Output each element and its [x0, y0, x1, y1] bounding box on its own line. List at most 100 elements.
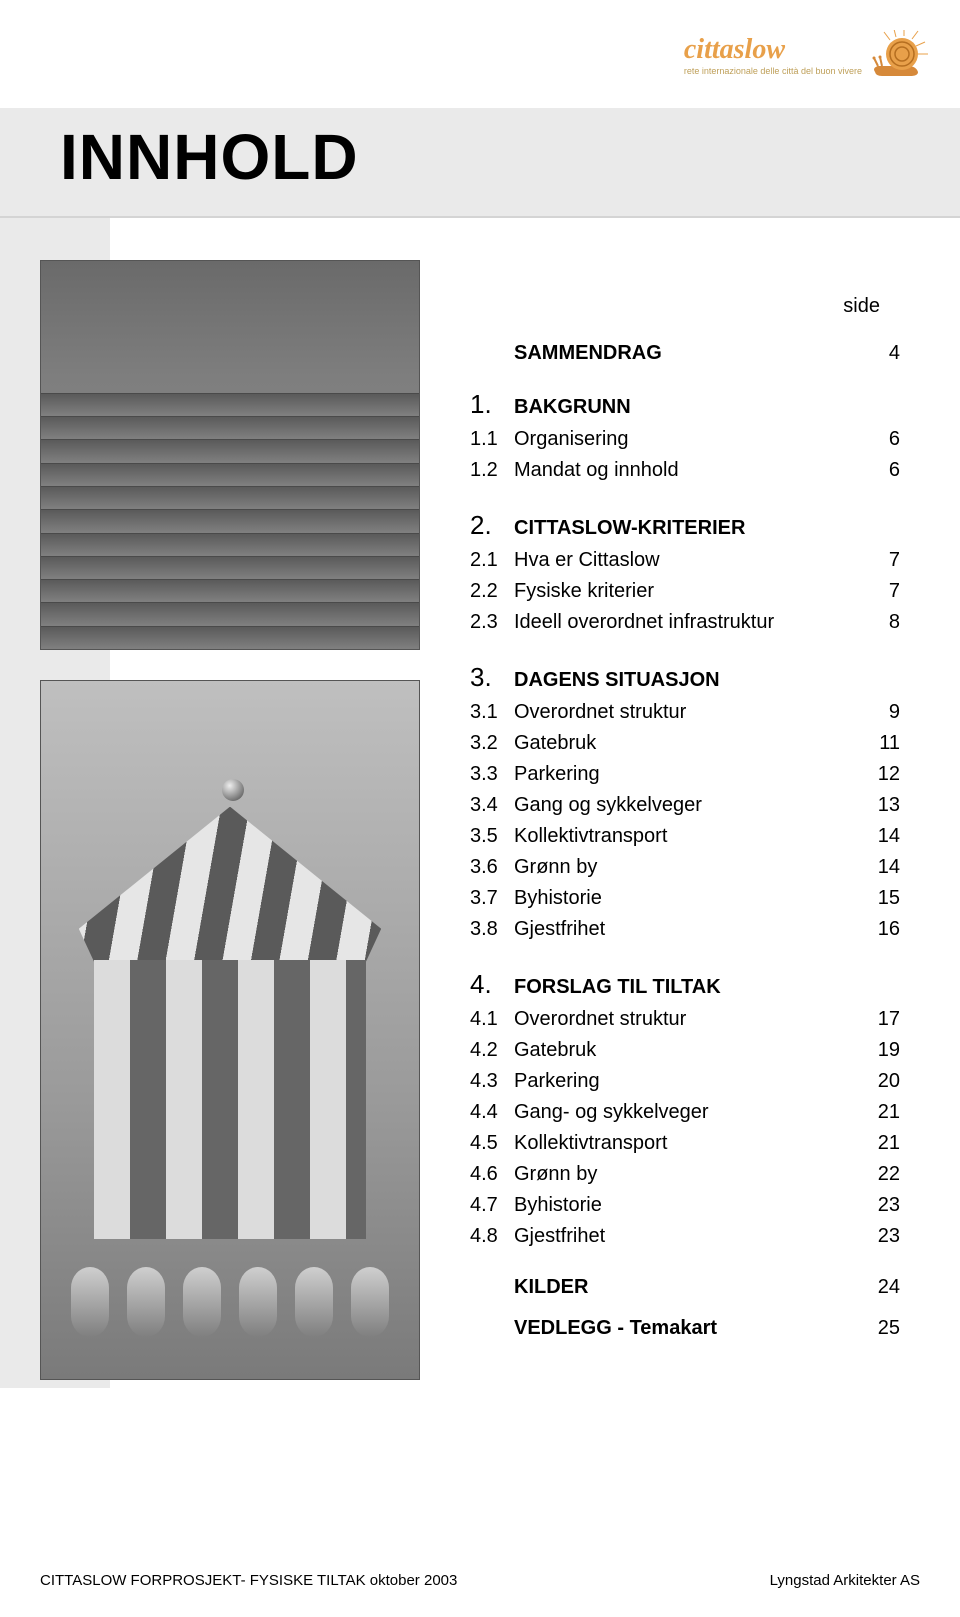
toc-item-label: Fysiske kriterier [514, 576, 850, 607]
toc-item-label: Gatebruk [514, 1035, 850, 1066]
toc-item-number: 2.2 [470, 576, 514, 607]
toc-item: 2.1Hva er Cittaslow7 [470, 545, 900, 576]
toc-item-number: 4.4 [470, 1097, 514, 1128]
toc-item-number: 4.3 [470, 1066, 514, 1097]
toc-item: 3.6Grønn by14 [470, 852, 900, 883]
toc-item-number: 4.7 [470, 1190, 514, 1221]
toc-item: 3.8Gjestfrihet16 [470, 914, 900, 945]
toc-section-title: FORSLAG TIL TILTAK [514, 976, 850, 999]
toc-section: 4.FORSLAG TIL TILTAK4.1Overordnet strukt… [470, 969, 900, 1252]
toc-item-label: Mandat og innhold [514, 455, 850, 486]
toc-item-number: 4.5 [470, 1128, 514, 1159]
toc-section-number: 2. [470, 510, 514, 541]
toc-item-number: 3.1 [470, 697, 514, 728]
toc-item-number: 4.1 [470, 1004, 514, 1035]
toc-item: 4.2Gatebruk19 [470, 1035, 900, 1066]
toc-item-label: Gang- og sykkelveger [514, 1097, 850, 1128]
toc-item-page: 15 [850, 883, 900, 914]
toc-item-page: 16 [850, 914, 900, 945]
toc-item-page: 23 [850, 1190, 900, 1221]
toc-item-number: 3.4 [470, 790, 514, 821]
toc-item-page: 13 [850, 790, 900, 821]
page-footer: CITTASLOW FORPROSJEKT- FYSISKE TILTAK ok… [40, 1572, 920, 1589]
toc-item-number: 1.2 [470, 455, 514, 486]
toc-section-number: 4. [470, 969, 514, 1000]
toc-item-label: Ideell overordnet infrastruktur [514, 607, 850, 638]
toc-item: 3.2Gatebruk11 [470, 728, 900, 759]
brand-wordmark: cittaslow [684, 34, 862, 66]
toc-item: 2.3Ideell overordnet infrastruktur8 [470, 607, 900, 638]
title-band: INNHOLD [0, 108, 960, 218]
toc-item-number: 2.3 [470, 607, 514, 638]
page-title: INNHOLD [60, 120, 359, 194]
table-of-contents: side SAMMENDRAG41.BAKGRUNN1.1Organiserin… [470, 295, 900, 1340]
toc-item-label: Kollektivtransport [514, 1128, 850, 1159]
toc-item-page: 20 [850, 1066, 900, 1097]
toc-section-heading: 2.CITTASLOW-KRITERIER [470, 510, 900, 541]
toc-item: 3.4Gang og sykkelveger13 [470, 790, 900, 821]
toc-item: 3.7Byhistorie15 [470, 883, 900, 914]
toc-section-title: DAGENS SITUASJON [514, 669, 850, 692]
toc-item-number: 4.8 [470, 1221, 514, 1252]
page-column-header: side [470, 295, 900, 318]
toc-item-label: Gjestfrihet [514, 914, 850, 945]
toc-tail-title: KILDER [514, 1276, 850, 1299]
toc-item-page: 7 [850, 545, 900, 576]
toc-item-page: 9 [850, 697, 900, 728]
toc-item-page: 12 [850, 759, 900, 790]
toc-section-number: 1. [470, 389, 514, 420]
toc-item-label: Grønn by [514, 1159, 850, 1190]
toc-item-page: 23 [850, 1221, 900, 1252]
toc-item: 4.4Gang- og sykkelveger21 [470, 1097, 900, 1128]
toc-item-label: Gatebruk [514, 728, 850, 759]
toc-item-page: 8 [850, 607, 900, 638]
toc-item: 3.1Overordnet struktur9 [470, 697, 900, 728]
toc-section: 1.BAKGRUNN1.1Organisering61.2Mandat og i… [470, 389, 900, 486]
toc-item-page: 22 [850, 1159, 900, 1190]
toc-section-heading: 4.FORSLAG TIL TILTAK [470, 969, 900, 1000]
toc-item-number: 2.1 [470, 545, 514, 576]
toc-item-page: 6 [850, 424, 900, 455]
toc-section: SAMMENDRAG4 [470, 342, 900, 365]
toc-section-title: BAKGRUNN [514, 396, 850, 419]
toc-section-heading: SAMMENDRAG4 [470, 342, 900, 365]
toc-item-number: 3.6 [470, 852, 514, 883]
toc-section-page: 4 [850, 342, 900, 365]
toc-section-title: CITTASLOW-KRITERIER [514, 517, 850, 540]
toc-item-label: Kollektivtransport [514, 821, 850, 852]
toc-item: 4.7Byhistorie23 [470, 1190, 900, 1221]
toc-item: 4.8Gjestfrihet23 [470, 1221, 900, 1252]
toc-tail-row: VEDLEGG - Temakart25 [470, 1317, 900, 1340]
toc-item: 4.5Kollektivtransport21 [470, 1128, 900, 1159]
toc-item: 4.1Overordnet struktur17 [470, 1004, 900, 1035]
toc-item-label: Gang og sykkelveger [514, 790, 850, 821]
toc-item: 1.2Mandat og innhold6 [470, 455, 900, 486]
toc-item-page: 11 [850, 728, 900, 759]
toc-item-label: Parkering [514, 1066, 850, 1097]
toc-section-number: 3. [470, 662, 514, 693]
toc-tail-row: KILDER24 [470, 1276, 900, 1299]
toc-section-heading: 3.DAGENS SITUASJON [470, 662, 900, 693]
toc-item-label: Byhistorie [514, 1190, 850, 1221]
toc-item: 3.3Parkering12 [470, 759, 900, 790]
toc-item-page: 14 [850, 821, 900, 852]
toc-item-page: 21 [850, 1097, 900, 1128]
toc-item-number: 3.5 [470, 821, 514, 852]
footer-left: CITTASLOW FORPROSJEKT- FYSISKE TILTAK ok… [40, 1572, 457, 1589]
toc-item-page: 21 [850, 1128, 900, 1159]
toc-item-number: 3.7 [470, 883, 514, 914]
toc-item-number: 4.2 [470, 1035, 514, 1066]
toc-item-page: 14 [850, 852, 900, 883]
toc-item-number: 4.6 [470, 1159, 514, 1190]
toc-item-label: Overordnet struktur [514, 697, 850, 728]
toc-item-page: 17 [850, 1004, 900, 1035]
snail-icon [870, 30, 930, 80]
toc-item-label: Hva er Cittaslow [514, 545, 850, 576]
toc-item-label: Overordnet struktur [514, 1004, 850, 1035]
toc-item-number: 3.8 [470, 914, 514, 945]
photo-striped-pavilion [40, 680, 420, 1380]
toc-item-page: 19 [850, 1035, 900, 1066]
toc-item-page: 7 [850, 576, 900, 607]
toc-item-number: 1.1 [470, 424, 514, 455]
toc-item-page: 6 [850, 455, 900, 486]
